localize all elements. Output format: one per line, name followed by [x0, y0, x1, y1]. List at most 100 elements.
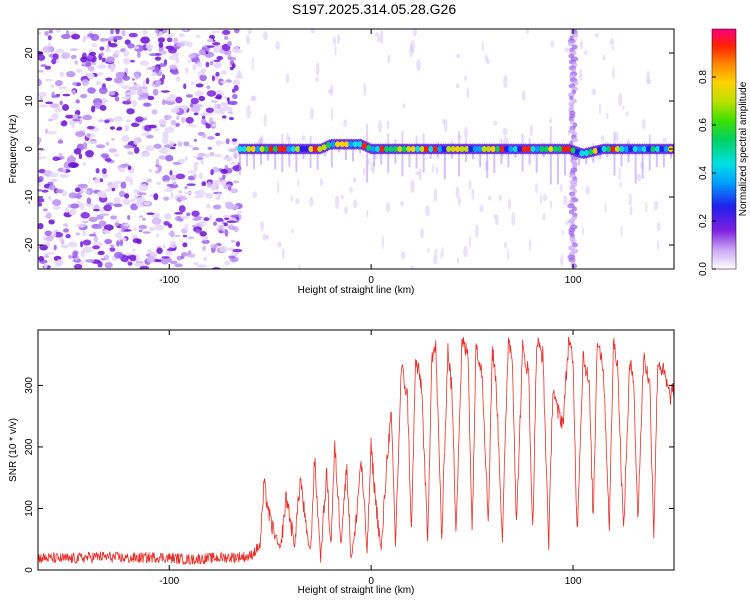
noise-blob — [38, 188, 44, 192]
faint-speckle — [281, 248, 285, 260]
noise-blob — [87, 133, 91, 137]
faint-speckle — [262, 233, 268, 241]
noise-blob — [178, 190, 182, 194]
band-core — [343, 141, 350, 148]
faint-speckle — [605, 112, 609, 120]
band-streak — [401, 130, 404, 145]
colorbar-label: Normalized spectral amplitude — [738, 81, 749, 216]
noise-blob — [227, 111, 234, 114]
noise-blob — [114, 96, 120, 102]
noise-blob — [225, 138, 230, 145]
noise-blob — [229, 100, 238, 106]
noise-blob — [190, 102, 194, 108]
noise-blob — [72, 82, 78, 86]
faint-speckle — [319, 178, 324, 187]
faint-speckle — [433, 253, 438, 265]
band-streak — [549, 153, 552, 185]
band-core — [428, 146, 434, 152]
noise-blob — [176, 115, 180, 121]
noise-blob — [226, 220, 236, 224]
faint-speckle — [251, 56, 254, 71]
faint-speckle — [277, 241, 282, 248]
noise-blob — [173, 37, 179, 44]
band-core — [468, 146, 474, 152]
faint-speckle — [410, 179, 415, 194]
spectrogram-y-tick-label: -20 — [24, 237, 35, 252]
band-streak — [288, 136, 291, 145]
noise-blob — [50, 178, 58, 183]
faint-speckle — [332, 36, 336, 45]
noise-blob — [185, 94, 194, 98]
noise-blob — [194, 195, 204, 199]
faint-speckle — [379, 30, 384, 45]
noise-blob — [163, 221, 170, 226]
faint-speckle — [507, 248, 510, 261]
noise-blob — [99, 105, 107, 111]
noise-blob — [221, 220, 225, 224]
noise-blob — [157, 37, 165, 43]
noise-blob — [138, 192, 147, 196]
faint-speckle — [435, 166, 439, 175]
noise-blob — [213, 153, 223, 158]
noise-blob — [206, 45, 215, 48]
band-core — [494, 146, 501, 152]
noise-blob — [120, 181, 127, 189]
faint-speckle — [599, 103, 602, 116]
noise-blob — [236, 71, 243, 77]
band-streak — [613, 153, 616, 176]
noise-blob — [184, 67, 189, 74]
faint-speckle — [629, 206, 633, 216]
faint-speckle — [431, 163, 434, 174]
noise-blob — [137, 50, 141, 59]
band-streak — [436, 153, 439, 159]
noise-blob — [166, 32, 175, 38]
faint-speckle — [310, 29, 316, 34]
noise-blob — [213, 59, 221, 63]
faint-speckle — [494, 214, 499, 226]
noise-blob — [113, 203, 123, 208]
faint-speckle — [427, 247, 430, 254]
band-streak — [267, 153, 270, 161]
noise-blob — [202, 245, 206, 251]
noise-blob — [115, 232, 122, 239]
noise-blob — [169, 260, 178, 265]
band-core — [357, 141, 363, 148]
noise-blob — [56, 258, 64, 267]
noise-blob — [215, 217, 224, 222]
faint-speckle — [246, 105, 251, 119]
colorbar-ticks: 0.0 0.2 0.4 0.6 0.8 — [698, 70, 716, 276]
faint-speckle — [511, 212, 516, 227]
noise-blob — [151, 71, 158, 77]
noise-blob — [100, 153, 110, 159]
faint-speckle — [611, 45, 615, 51]
noise-blob — [50, 112, 59, 120]
noise-blob — [214, 132, 221, 137]
noise-blob — [121, 225, 125, 233]
noise-blob — [115, 29, 120, 35]
noise-blob — [129, 257, 137, 262]
faint-speckle — [628, 192, 632, 207]
noise-blob — [131, 78, 135, 81]
noise-blob — [209, 60, 214, 66]
band-streak — [450, 153, 453, 159]
noise-blob — [139, 265, 150, 269]
noise-blob — [63, 223, 68, 227]
band-streak — [274, 153, 277, 170]
band-streak — [281, 153, 284, 172]
noise-blob — [75, 99, 80, 104]
band-streak — [514, 153, 517, 158]
faint-speckle — [402, 103, 406, 109]
noise-blob — [228, 116, 235, 121]
noise-blob — [80, 211, 90, 219]
noise-blob — [168, 140, 175, 146]
noise-blob — [214, 62, 221, 68]
band-core — [339, 141, 345, 148]
noise-blob — [196, 156, 204, 161]
noise-blob — [38, 31, 42, 36]
noise-blob — [52, 206, 61, 210]
noise-blob — [204, 192, 214, 198]
noise-blob — [205, 107, 214, 113]
band-core — [566, 146, 572, 152]
faint-speckle — [591, 88, 597, 96]
noise-blob — [207, 146, 213, 150]
